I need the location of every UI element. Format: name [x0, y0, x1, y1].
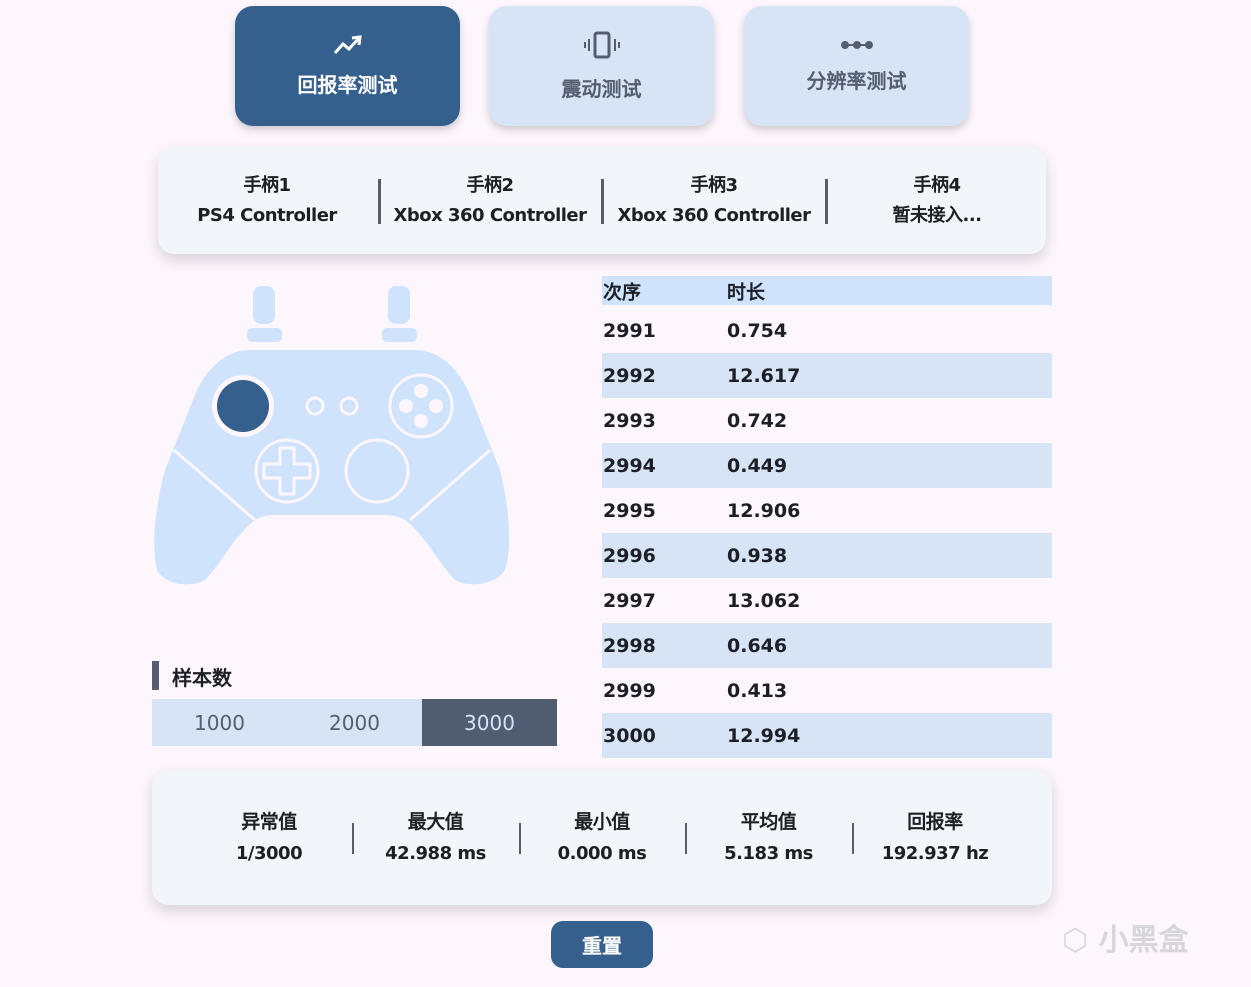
- table-row: 2997 13.062: [602, 578, 1052, 623]
- stat-item: 最小值 0.000 ms: [519, 770, 685, 905]
- stat-label: 最大值: [407, 810, 464, 833]
- tab-label: 分辨率测试: [806, 68, 907, 93]
- controller-4[interactable]: 手柄4 暂未接入...: [827, 147, 1047, 254]
- watermark-logo: ⬡ 小黑盒: [1062, 923, 1189, 958]
- divider: [825, 179, 828, 224]
- cell-duration: 0.449: [727, 454, 788, 477]
- samples-marker: [152, 661, 159, 690]
- table-row: 2999 0.413: [602, 668, 1052, 713]
- table-header: 次序 时长: [602, 276, 1052, 305]
- cell-order: 2991: [603, 319, 656, 342]
- cell-order: 2992: [603, 364, 656, 387]
- cell-order: 2997: [603, 589, 656, 612]
- divider: [601, 179, 604, 224]
- table-row: 2994 0.449: [602, 443, 1052, 488]
- stat-item: 最大值 42.988 ms: [353, 770, 519, 905]
- stat-value: 42.988 ms: [385, 842, 486, 864]
- stat-value: 5.183 ms: [724, 842, 813, 864]
- stat-label: 回报率: [907, 810, 963, 833]
- controller-1[interactable]: 手柄1 PS4 Controller: [157, 147, 377, 254]
- stat-item: 异常值 1/3000: [186, 770, 352, 905]
- cell-order: 2999: [603, 679, 656, 702]
- stat-item: 回报率 192.937 hz: [852, 770, 1018, 905]
- controller-3[interactable]: 手柄3 Xbox 360 Controller: [604, 147, 824, 254]
- tab-resolution[interactable]: 分辨率测试: [744, 6, 969, 126]
- cell-order: 2993: [603, 409, 656, 432]
- controller-name: 暂未接入...: [892, 204, 982, 226]
- table-row: 2991 0.754: [602, 308, 1052, 353]
- cell-duration: 0.646: [727, 634, 788, 657]
- controller-slot: 手柄1: [243, 174, 291, 196]
- divider: [851, 823, 854, 854]
- tab-polling-rate[interactable]: 回报率测试: [235, 6, 460, 126]
- column-duration: 时长: [727, 281, 766, 303]
- cell-duration: 12.906: [727, 499, 801, 522]
- gamepad-illustration: [154, 286, 510, 585]
- controller-slot: 手柄2: [466, 174, 514, 196]
- controller-name: PS4 Controller: [197, 204, 337, 226]
- trending-up-icon: [333, 34, 362, 54]
- column-order: 次序: [603, 281, 642, 303]
- cell-order: 2996: [603, 544, 656, 567]
- stat-item: 平均值 5.183 ms: [686, 770, 852, 905]
- cell-duration: 12.994: [727, 724, 801, 747]
- table-row: 2996 0.938: [602, 533, 1052, 578]
- controller-name: Xbox 360 Controller: [393, 204, 587, 226]
- reset-button[interactable]: 重置: [551, 921, 653, 968]
- controller-2[interactable]: 手柄2 Xbox 360 Controller: [380, 147, 600, 254]
- controller-slot: 手柄4: [913, 174, 961, 196]
- tab-label: 回报率测试: [297, 72, 398, 97]
- cell-duration: 13.062: [727, 589, 801, 612]
- controller-selector: 手柄1 PS4 Controller 手柄2 Xbox 360 Controller…: [158, 147, 1046, 254]
- cell-order: 3000: [603, 724, 656, 747]
- controller-name: Xbox 360 Controller: [617, 204, 811, 226]
- cell-order: 2998: [603, 634, 656, 657]
- table-row: 2992 12.617: [602, 353, 1052, 398]
- stat-label: 平均值: [740, 810, 797, 833]
- dots-icon: [840, 40, 873, 49]
- cell-order: 2994: [603, 454, 656, 477]
- table-row: 3000 12.994: [602, 713, 1052, 758]
- stats-panel: 异常值 1/3000 最大值 42.988 ms 最小值 0.000 ms 平均值 5.183…: [152, 770, 1052, 905]
- divider: [685, 823, 687, 854]
- cell-duration: 0.742: [727, 409, 788, 432]
- divider: [352, 823, 354, 854]
- stat-value: 1/3000: [235, 842, 303, 864]
- cell-duration: 0.413: [727, 679, 788, 702]
- stat-value: 0.000 ms: [557, 842, 647, 864]
- cell-duration: 0.938: [727, 544, 788, 567]
- samples-option-1000[interactable]: 1000: [152, 699, 287, 746]
- cell-duration: 0.754: [727, 319, 788, 342]
- table-row: 2993 0.742: [602, 398, 1052, 443]
- samples-option-3000[interactable]: 3000: [422, 699, 557, 746]
- samples-option-2000[interactable]: 2000: [287, 699, 422, 746]
- vibration-icon: [583, 31, 620, 58]
- stat-label: 异常值: [241, 810, 297, 833]
- samples-label: 样本数: [172, 666, 232, 690]
- stat-value: 192.937 hz: [881, 842, 989, 864]
- table-row: 2995 12.906: [602, 488, 1052, 533]
- cell-duration: 12.617: [727, 364, 801, 387]
- stat-label: 最小值: [574, 810, 630, 833]
- table-row: 2998 0.646: [602, 623, 1052, 668]
- divider: [378, 179, 381, 224]
- controller-slot: 手柄3: [690, 174, 738, 196]
- tab-vibration[interactable]: 震动测试: [489, 6, 714, 126]
- tab-label: 震动测试: [561, 76, 642, 101]
- cell-order: 2995: [603, 499, 656, 522]
- divider: [518, 823, 521, 854]
